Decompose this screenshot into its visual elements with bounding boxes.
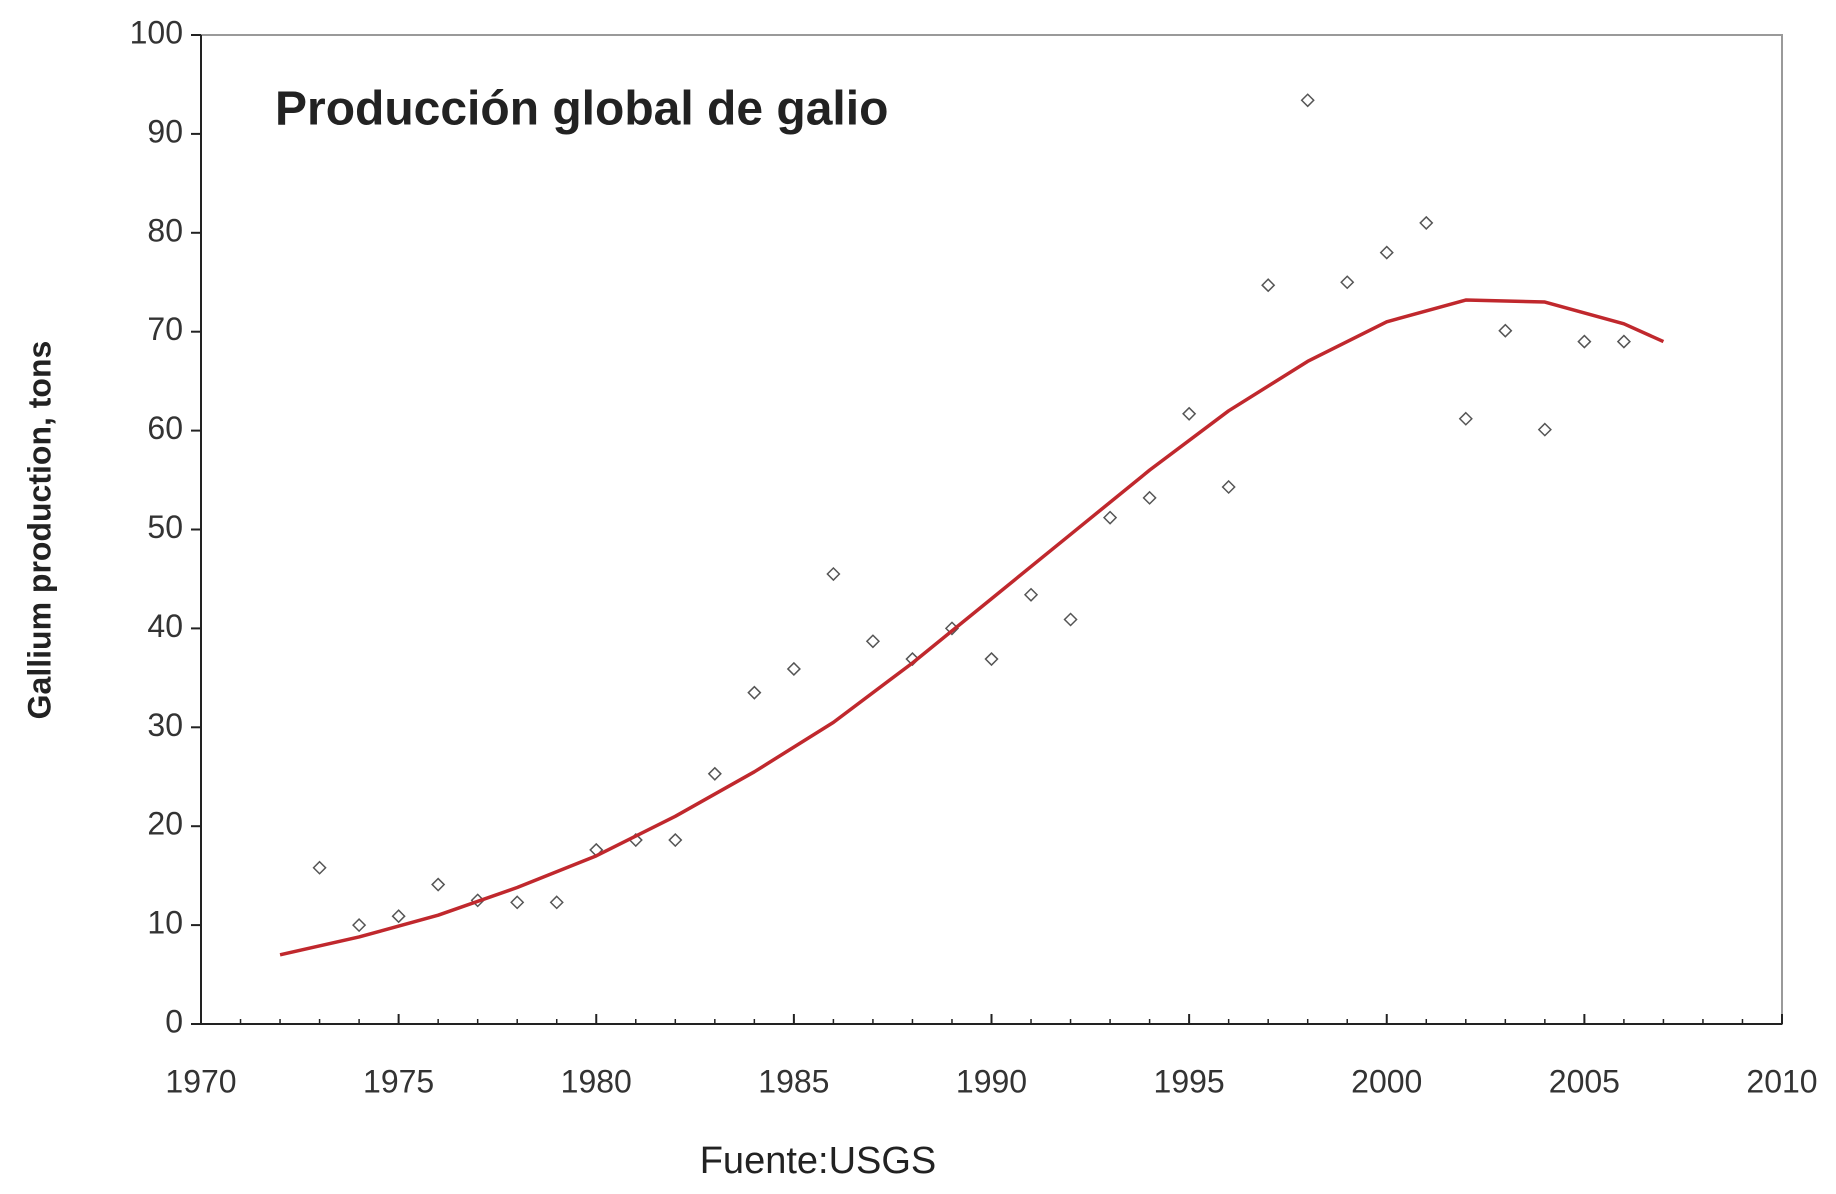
y-tick-label: 90 xyxy=(147,113,183,149)
data-point xyxy=(826,566,841,582)
y-tick-label: 60 xyxy=(147,410,183,446)
data-point xyxy=(1300,93,1315,108)
data-point xyxy=(786,661,801,677)
x-tick-label: 2005 xyxy=(1549,1063,1620,1099)
data-point xyxy=(1498,323,1513,338)
y-tick-label: 30 xyxy=(147,707,183,743)
data-point xyxy=(1063,612,1078,627)
data-point xyxy=(1142,490,1157,505)
data-point xyxy=(707,766,722,781)
data-point xyxy=(1458,411,1473,426)
y-tick-label: 100 xyxy=(130,14,183,50)
data-point xyxy=(668,832,683,848)
data-point xyxy=(1182,406,1197,421)
y-axis-label: Gallium production, tons xyxy=(21,341,57,720)
data-point xyxy=(865,634,880,649)
data-point xyxy=(1537,422,1552,437)
x-tick-label: 1990 xyxy=(956,1063,1027,1099)
y-tick-label: 20 xyxy=(147,806,183,842)
data-point xyxy=(1379,245,1394,260)
x-tick-label: 2000 xyxy=(1351,1063,1422,1099)
data-point xyxy=(352,918,367,933)
y-tick-label: 40 xyxy=(147,608,183,644)
y-tick-label: 80 xyxy=(147,212,183,248)
data-point xyxy=(312,860,327,875)
data-point xyxy=(1616,334,1631,349)
x-tick-label: 1970 xyxy=(165,1063,236,1099)
data-point xyxy=(1221,479,1236,495)
x-tick-label: 2010 xyxy=(1746,1063,1817,1099)
y-tick-label: 50 xyxy=(147,509,183,545)
x-tick-label: 1980 xyxy=(561,1063,632,1099)
data-point xyxy=(747,685,762,700)
y-tick-label: 70 xyxy=(147,311,183,347)
data-point xyxy=(1577,334,1592,349)
chart-title: Producción global de galio xyxy=(275,83,888,136)
data-point xyxy=(1340,275,1355,290)
data-point xyxy=(510,895,525,910)
x-tick-label: 1975 xyxy=(363,1063,434,1099)
data-point xyxy=(1023,587,1039,602)
caption: Fuente:USGS xyxy=(700,1140,937,1182)
y-tick-label: 0 xyxy=(165,1003,183,1039)
data-point xyxy=(391,909,406,924)
data-point xyxy=(1103,510,1118,525)
data-point xyxy=(984,651,999,667)
x-tick-label: 1995 xyxy=(1154,1063,1225,1099)
data-point xyxy=(431,877,446,892)
fit-line xyxy=(279,298,1665,957)
data-point xyxy=(1419,215,1434,230)
y-tick-label: 10 xyxy=(147,905,183,941)
data-point xyxy=(549,895,564,910)
plot-frame xyxy=(200,34,1783,1025)
x-tick-label: 1985 xyxy=(758,1063,829,1099)
data-point xyxy=(1261,278,1276,293)
